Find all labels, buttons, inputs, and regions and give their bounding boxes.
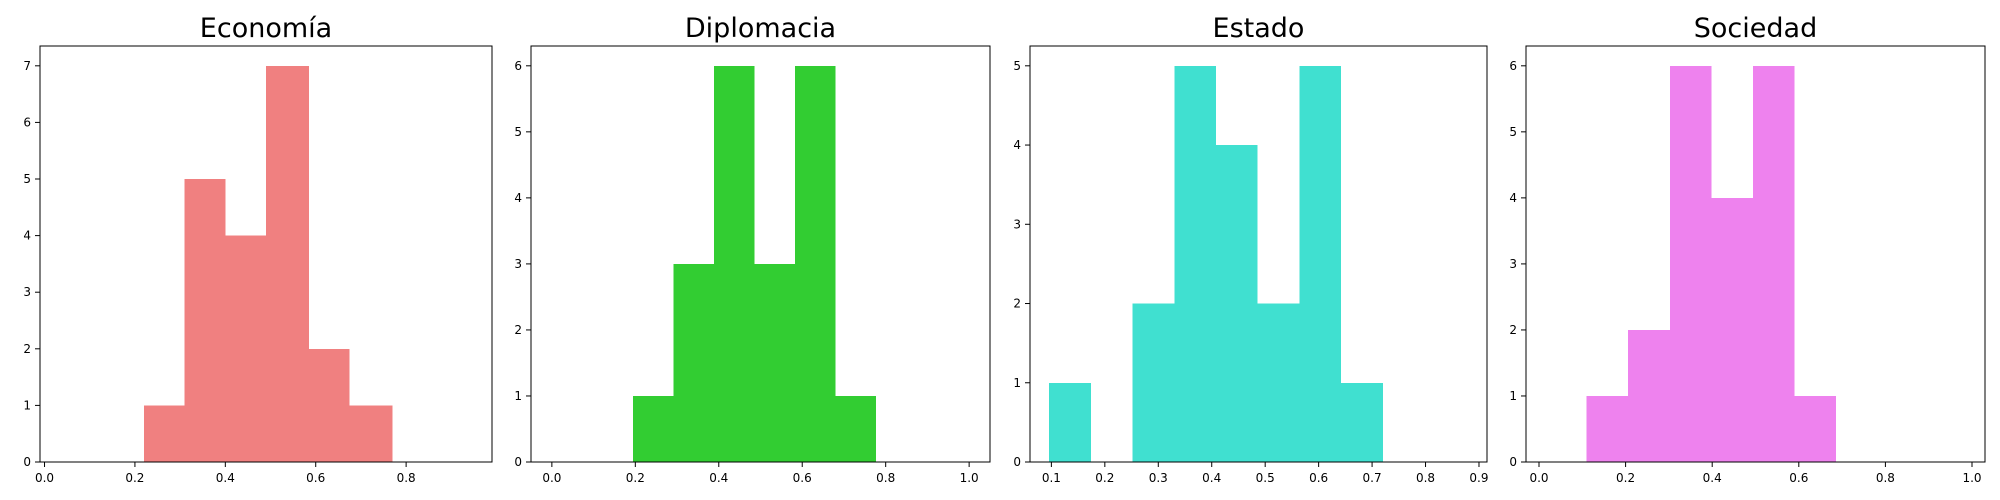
histogram-bar: [714, 65, 755, 463]
y-tick-label: 1: [514, 389, 522, 403]
histogram-bar: [1711, 197, 1753, 462]
x-tick-label: 0.1: [1042, 471, 1061, 485]
x-tick-label: 0.2: [626, 471, 645, 485]
y-tick-label: 5: [1509, 125, 1517, 139]
panel-title: Sociedad: [1694, 13, 1817, 44]
y-tick-label: 2: [514, 323, 522, 337]
x-tick-label: 0.6: [306, 471, 325, 485]
x-tick-label: 1.0: [1962, 471, 1981, 485]
axes-frame: [39, 45, 493, 463]
histogram-bar: [835, 395, 877, 462]
panel-title: Economía: [200, 13, 332, 44]
histogram-bar: [795, 65, 836, 463]
histogram-bar: [184, 179, 226, 462]
x-tick-label: 0.8: [397, 471, 416, 485]
histogram-panel-3: 0.1 0.2 0.3 0.4 0.5 0.6 0.7 0.8 0.9 0 1 2 3 4 5 Estado: [1013, 13, 1488, 485]
y-tick-label: 6: [23, 115, 31, 129]
x-tick-label: 0.3: [1149, 471, 1168, 485]
y-tick-label: 5: [23, 172, 31, 186]
x-tick-label: 0.6: [793, 471, 812, 485]
histogram-bar: [266, 65, 309, 463]
x-tick-label: 0.7: [1363, 471, 1382, 485]
x-tick-label: 0.6: [1789, 471, 1808, 485]
histogram-panel-1: 0.0 0.2 0.4 0.6 0.8 0 1 2 3 4 5 6 7 Economía: [23, 13, 493, 485]
histogram-bar: [143, 405, 185, 462]
x-tick-label: 0.0: [35, 471, 54, 485]
histogram-bar: [1132, 303, 1175, 462]
y-tick-label: 0: [514, 455, 522, 469]
histogram-panel-2: 0.0 0.2 0.4 0.6 0.8 1.0 0 1 2 3 4 5 6 Diplomacia: [514, 13, 991, 485]
x-tick-label: 0.2: [1095, 471, 1114, 485]
y-tick-label: 2: [1509, 323, 1517, 337]
histogram-bar: [1669, 65, 1712, 463]
x-tick-label: 0.4: [1202, 471, 1221, 485]
y-tick-label: 4: [23, 229, 31, 243]
histogram-bar: [308, 348, 350, 462]
y-tick-label: 3: [23, 285, 31, 299]
y-tick-label: 0: [1013, 455, 1021, 469]
histogram-bar: [673, 263, 715, 462]
x-tick-label: 0.0: [1529, 471, 1548, 485]
y-tick-label: 6: [1509, 59, 1517, 73]
y-tick-label: 4: [1013, 138, 1021, 152]
histogram-bar: [1216, 145, 1258, 463]
x-tick-label: 0.4: [216, 471, 235, 485]
y-tick-label: 6: [514, 59, 522, 73]
panel-title: Diplomacia: [685, 13, 836, 44]
x-tick-label: 0.2: [1616, 471, 1635, 485]
histogram-bar: [1586, 395, 1629, 462]
y-tick-label: 2: [1013, 297, 1021, 311]
histogram-bar: [1049, 382, 1091, 462]
x-tick-label: 0.4: [709, 471, 728, 485]
histogram-bar: [754, 263, 796, 462]
histogram-bar: [633, 395, 674, 462]
x-tick-label: 0.2: [125, 471, 144, 485]
y-tick-label: 5: [514, 125, 522, 139]
histogram-bar: [1257, 303, 1300, 462]
histogram-bar: [1794, 395, 1837, 462]
x-tick-label: 1.0: [960, 471, 979, 485]
x-tick-label: 0.0: [542, 471, 561, 485]
x-tick-label: 0.8: [1416, 471, 1435, 485]
x-tick-label: 0.8: [1876, 471, 1895, 485]
x-tick-label: 0.9: [1469, 471, 1488, 485]
x-tick-label: 0.8: [876, 471, 895, 485]
histogram-bar: [225, 235, 266, 462]
y-tick-label: 4: [1509, 191, 1517, 205]
y-tick-label: 7: [23, 59, 31, 73]
axes-frame: [1525, 45, 1986, 463]
x-tick-label: 0.5: [1256, 471, 1275, 485]
y-tick-label: 4: [514, 191, 522, 205]
y-tick-label: 1: [1013, 376, 1021, 390]
y-tick-label: 0: [23, 455, 31, 469]
y-tick-label: 0: [1509, 455, 1517, 469]
histogram-panel-4: 0.0 0.2 0.4 0.6 0.8 1.0 0 1 2 3 4 5 6 Sociedad: [1509, 13, 1986, 485]
histogram-bar: [1341, 382, 1383, 462]
axes-frame: [530, 45, 991, 463]
y-tick-label: 1: [23, 398, 31, 412]
y-tick-label: 3: [1013, 217, 1021, 231]
y-tick-label: 2: [23, 342, 31, 356]
y-tick-label: 3: [1509, 257, 1517, 271]
histogram-bar: [1628, 329, 1670, 462]
histogram-bar: [1752, 65, 1795, 463]
y-tick-label: 3: [514, 257, 522, 271]
histogram-bar: [1174, 65, 1217, 463]
x-tick-label: 0.4: [1703, 471, 1722, 485]
y-tick-label: 1: [1509, 389, 1517, 403]
histogram-bar: [349, 405, 393, 462]
y-tick-label: 5: [1013, 59, 1021, 73]
axes-frame: [1029, 45, 1488, 463]
x-tick-label: 0.6: [1309, 471, 1328, 485]
histogram-bar: [1299, 65, 1342, 463]
panel-title: Estado: [1213, 13, 1305, 44]
